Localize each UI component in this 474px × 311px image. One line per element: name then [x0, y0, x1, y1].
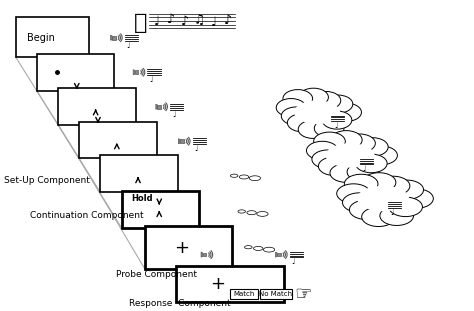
- Text: Hold: Hold: [131, 194, 153, 203]
- Ellipse shape: [356, 138, 388, 156]
- Text: ♩: ♩: [154, 15, 160, 28]
- Ellipse shape: [314, 119, 344, 137]
- Ellipse shape: [294, 100, 340, 124]
- Text: ☞: ☞: [294, 285, 312, 304]
- Text: ♩: ♩: [210, 16, 216, 29]
- Polygon shape: [133, 70, 135, 75]
- Text: No Match: No Match: [259, 291, 292, 297]
- Bar: [58, 88, 136, 125]
- Text: +: +: [210, 275, 225, 293]
- Ellipse shape: [299, 88, 328, 106]
- Ellipse shape: [347, 163, 379, 181]
- Ellipse shape: [287, 114, 317, 132]
- Text: ♪: ♪: [181, 15, 189, 28]
- Bar: [176, 266, 284, 302]
- Bar: [79, 122, 157, 159]
- Text: Match: Match: [233, 291, 255, 297]
- Ellipse shape: [344, 174, 378, 194]
- Ellipse shape: [362, 173, 396, 192]
- Text: Continuation Component: Continuation Component: [30, 211, 143, 220]
- Text: ♩: ♩: [195, 144, 198, 153]
- Bar: [180, 139, 183, 143]
- Ellipse shape: [283, 90, 313, 108]
- Ellipse shape: [314, 132, 345, 151]
- Text: +: +: [174, 239, 189, 258]
- Bar: [100, 156, 178, 193]
- Text: Response  Component: Response Component: [128, 299, 230, 309]
- Bar: [230, 290, 258, 299]
- Bar: [145, 226, 232, 269]
- Bar: [16, 17, 89, 57]
- Bar: [277, 253, 281, 257]
- Ellipse shape: [337, 184, 370, 203]
- Ellipse shape: [276, 99, 306, 117]
- Ellipse shape: [330, 131, 362, 149]
- Text: ♫: ♫: [194, 14, 205, 27]
- Text: ♩: ♩: [292, 258, 295, 267]
- Bar: [157, 105, 161, 109]
- Ellipse shape: [330, 164, 362, 182]
- Bar: [202, 253, 206, 257]
- Text: ♩: ♩: [172, 110, 176, 118]
- Ellipse shape: [390, 180, 424, 199]
- Ellipse shape: [400, 189, 433, 208]
- Text: Set-Up Component: Set-Up Component: [4, 175, 90, 184]
- Bar: [260, 290, 292, 299]
- Polygon shape: [201, 252, 202, 257]
- Ellipse shape: [332, 103, 362, 121]
- Bar: [36, 54, 115, 91]
- Ellipse shape: [344, 134, 375, 153]
- Polygon shape: [156, 104, 157, 109]
- Ellipse shape: [326, 143, 374, 168]
- Ellipse shape: [312, 150, 344, 169]
- Ellipse shape: [380, 206, 413, 225]
- Ellipse shape: [362, 207, 395, 226]
- Ellipse shape: [349, 200, 383, 220]
- Ellipse shape: [376, 176, 410, 196]
- Text: ♩: ♩: [334, 121, 338, 130]
- Ellipse shape: [319, 157, 350, 175]
- Ellipse shape: [307, 141, 338, 160]
- Text: ♪: ♪: [167, 13, 175, 26]
- Polygon shape: [275, 252, 277, 257]
- Text: ♩: ♩: [391, 208, 394, 217]
- Ellipse shape: [366, 146, 397, 165]
- Ellipse shape: [298, 120, 328, 138]
- Text: Begin: Begin: [27, 33, 55, 43]
- Ellipse shape: [311, 91, 341, 109]
- Text: ♪: ♪: [224, 14, 232, 27]
- Text: Probe Component: Probe Component: [116, 271, 197, 279]
- Polygon shape: [110, 35, 112, 40]
- Text: 𝄞: 𝄞: [134, 13, 147, 33]
- Ellipse shape: [322, 111, 352, 129]
- Bar: [135, 70, 138, 74]
- Text: ♩: ♩: [363, 165, 366, 174]
- Ellipse shape: [356, 154, 387, 173]
- Ellipse shape: [343, 193, 376, 212]
- Ellipse shape: [357, 186, 409, 211]
- Ellipse shape: [281, 107, 311, 125]
- Text: ♩: ♩: [149, 75, 153, 84]
- Bar: [112, 36, 116, 39]
- Text: ♩: ♩: [127, 41, 130, 50]
- Ellipse shape: [323, 95, 353, 113]
- Polygon shape: [178, 139, 180, 144]
- Bar: [121, 191, 199, 228]
- Ellipse shape: [389, 197, 422, 216]
